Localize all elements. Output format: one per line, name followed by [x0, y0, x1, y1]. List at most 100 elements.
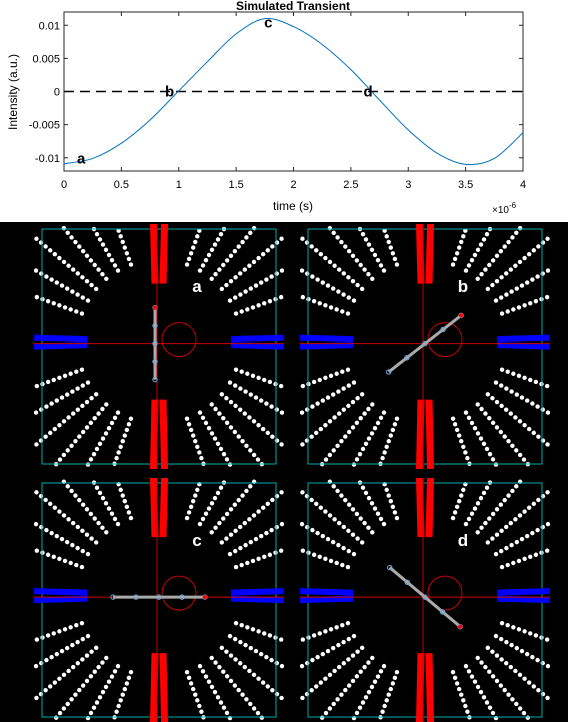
- spoke-dot: [478, 495, 484, 501]
- spoke-dot: [346, 429, 352, 435]
- spoke-dot: [75, 661, 80, 666]
- spoke-dot: [341, 292, 346, 297]
- spoke-dot: [69, 235, 74, 240]
- red-bar-bottom: [150, 399, 159, 469]
- spoke-dot: [388, 686, 393, 692]
- spoke-dot: [65, 448, 70, 453]
- spoke-dot: [218, 446, 224, 452]
- spoke-dot: [318, 426, 324, 432]
- spoke-dot: [323, 255, 328, 261]
- spoke-dot: [378, 415, 384, 421]
- spoke-dot: [304, 240, 310, 245]
- spoke-dot: [212, 495, 218, 501]
- rod-marker: [387, 564, 393, 571]
- spoke-dot: [80, 548, 85, 554]
- spoke-dot: [310, 527, 315, 533]
- spoke-dot: [262, 631, 267, 636]
- spoke-dot: [85, 298, 91, 303]
- spoke-dot: [335, 488, 340, 494]
- spoke-dot: [253, 536, 259, 542]
- spoke-dot: [339, 493, 344, 498]
- spoke-dot: [251, 259, 257, 265]
- spoke-dot: [51, 554, 56, 560]
- spoke-dot: [84, 678, 90, 684]
- spoke-dot: [85, 633, 91, 639]
- spoke-dot: [244, 697, 249, 702]
- spoke-dot: [381, 268, 387, 273]
- spoke-dot: [128, 262, 134, 267]
- spoke-dot: [526, 426, 532, 432]
- spoke-dot: [209, 431, 215, 436]
- spoke-dot: [206, 679, 212, 684]
- spoke-dot: [318, 251, 324, 257]
- spoke-dot: [351, 551, 357, 557]
- spoke-dot: [278, 637, 284, 642]
- spoke-dot: [184, 515, 190, 521]
- spoke-dot: [526, 251, 532, 257]
- spoke-dot: [478, 436, 484, 441]
- spoke-dot: [247, 415, 252, 420]
- spoke-dot: [104, 655, 109, 661]
- spoke-dot: [43, 497, 48, 503]
- spoke-dot: [483, 664, 488, 670]
- spoke-dot: [219, 392, 225, 397]
- spoke-dot: [331, 645, 336, 651]
- red-bar-bottom: [425, 399, 434, 469]
- spoke-dot: [465, 709, 470, 714]
- spoke-dot: [350, 253, 356, 259]
- spoke-dot: [93, 392, 99, 397]
- spoke-dot: [390, 504, 396, 509]
- spoke-dot: [536, 244, 541, 249]
- spoke-dot: [478, 689, 484, 695]
- spoke-dot: [238, 524, 243, 530]
- x-exponent-base: ×10: [492, 205, 509, 216]
- spoke-dot: [494, 653, 500, 658]
- spoke-dot: [463, 521, 469, 527]
- spoke-dot: [346, 295, 351, 300]
- spoke-dot: [346, 403, 351, 409]
- spoke-dot: [466, 263, 472, 268]
- spoke-dot: [300, 637, 306, 642]
- spoke-dot: [70, 389, 75, 394]
- spoke-dot: [370, 530, 375, 535]
- spoke-dot: [459, 439, 464, 444]
- spoke-dot: [195, 698, 200, 703]
- spoke-dot: [354, 511, 360, 517]
- spoke-dot: [251, 706, 257, 711]
- spoke-dot: [392, 675, 398, 681]
- spoke-dot: [270, 497, 275, 503]
- spoke-dot: [34, 294, 40, 300]
- spoke-dot: [250, 558, 256, 564]
- spoke-dot: [65, 230, 70, 236]
- spoke-dot: [311, 633, 317, 638]
- spoke-dot: [197, 521, 203, 527]
- spoke-dot: [490, 395, 495, 401]
- spoke-dot: [499, 657, 504, 662]
- spoke-dot: [484, 485, 490, 490]
- spoke-dot: [118, 487, 123, 493]
- spoke-dot: [514, 392, 519, 397]
- spoke-dot: [247, 668, 252, 674]
- spoke-dot: [327, 419, 333, 424]
- spoke-dot: [328, 558, 334, 564]
- spoke-dot: [115, 663, 121, 669]
- spoke-dot: [66, 415, 71, 420]
- spoke-dot: [310, 657, 315, 663]
- rod-tip: [202, 594, 208, 600]
- spoke-dot: [509, 542, 514, 548]
- spoke-dot: [240, 493, 245, 498]
- x-tick-label: 4: [520, 179, 526, 191]
- spoke-dot: [545, 521, 550, 527]
- spoke-dot: [274, 271, 279, 276]
- spoke-dot: [213, 271, 218, 277]
- spoke-dot: [459, 239, 464, 245]
- spoke-dot: [100, 660, 105, 665]
- spoke-dot: [508, 520, 513, 526]
- spoke-dot: [487, 262, 492, 268]
- spoke-dot: [522, 509, 527, 514]
- spoke-dot: [481, 237, 487, 242]
- spoke-dot: [463, 703, 468, 709]
- spoke-dot: [327, 706, 333, 711]
- spoke-dot: [318, 680, 324, 685]
- spoke-dot: [100, 436, 106, 441]
